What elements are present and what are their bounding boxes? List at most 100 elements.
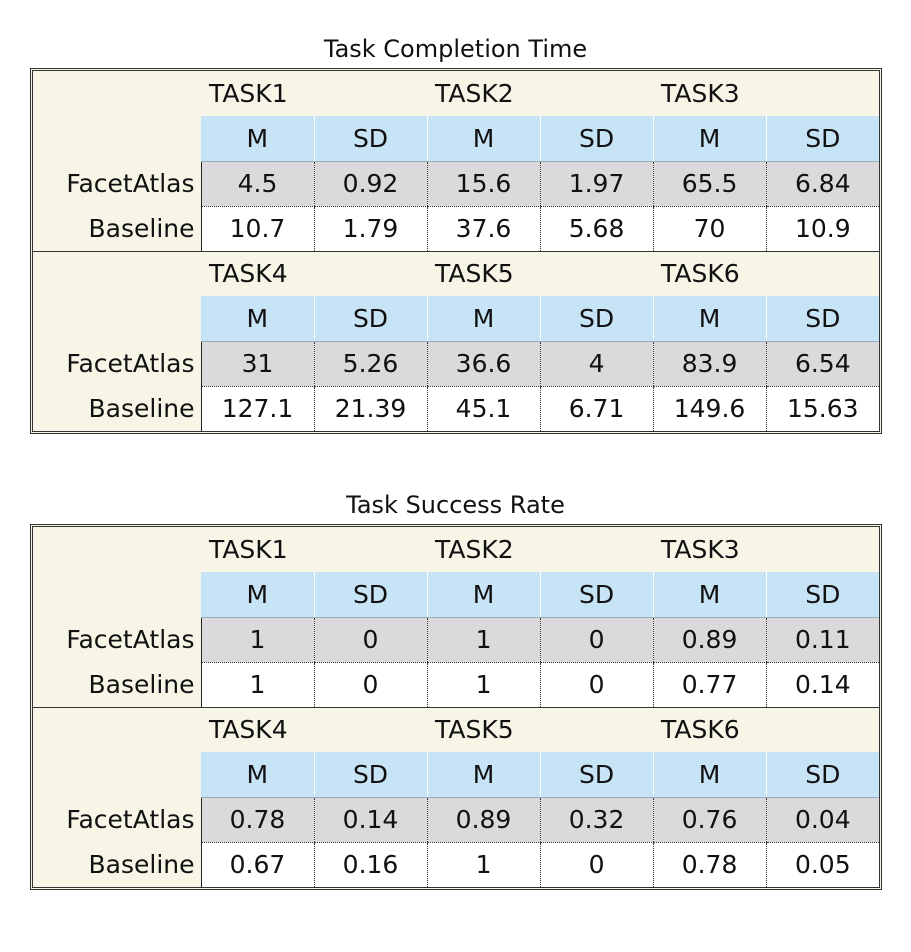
value-cell: 31 [200,341,314,387]
stat-label: M [201,116,314,162]
corner-cell [33,250,201,296]
value-cell: 21.39 [313,386,428,431]
table-body: TASK1 TASK2 TASK3 M SD M SD M SD FacetAtlas 1 0 1 0 0.… [33,527,880,887]
row-label: Baseline [33,206,202,251]
row-label: FacetAtlas [33,617,202,662]
value-cell: 15.6 [426,161,541,207]
task-label: TASK1 [209,79,288,108]
value-cell: 0.78 [200,797,314,843]
table-body: TASK1 TASK2 TASK3 M SD M SD M SD FacetAtlas 4.5 0.9… [33,71,880,431]
table-title-success-rate: Task Success Rate [346,491,565,519]
row-label: Baseline [33,842,202,887]
stat-label: SD [539,752,654,798]
stat-label: M [426,752,541,798]
value-cell: 0 [539,662,654,707]
stat-label: M [426,296,541,342]
table-grid: TASK1 TASK2 TASK3 M SD M SD M SD FacetAtlas 4.5 0.9… [33,71,880,431]
stat-label: SD [313,752,428,798]
task-label: TASK3 [661,535,740,564]
stat-label: SD [539,116,654,162]
value-cell: 0.76 [652,797,767,843]
value-cell: 0.05 [765,842,880,887]
table-row: FacetAtlas 31 5.26 36.6 4 83.9 6.54 [33,341,880,387]
value-cell: 0 [313,617,428,663]
value-cell: 36.6 [426,341,541,387]
task-label: TASK1 [209,535,288,564]
value-cell: 1 [426,662,541,707]
task-label: TASK5 [427,250,654,296]
value-cell: 6.54 [765,341,880,387]
stat-label: SD [313,296,428,342]
task-header-row: TASK4 TASK5 TASK6 [33,706,880,752]
task-label: TASK6 [653,250,880,296]
corner-cell [33,752,201,797]
row-label: Baseline [33,662,202,707]
row-label: FacetAtlas [33,161,202,206]
table-grid: TASK1 TASK2 TASK3 M SD M SD M SD FacetAtlas 1 0 1 0 0.… [33,527,880,887]
value-cell: 37.6 [426,206,541,251]
stat-label: SD [765,116,880,162]
stat-label: SD [765,572,880,618]
stat-label: M [652,572,767,618]
value-cell: 0.89 [426,797,541,843]
stat-label: M [652,116,767,162]
row-label: FacetAtlas [33,797,202,842]
table-row: Baseline 10.7 1.79 37.6 5.68 70 10.9 [33,206,880,251]
table-title-completion-time: Task Completion Time [323,35,588,63]
stat-header-row: M SD M SD M SD [33,572,880,618]
value-cell: 0 [539,617,654,663]
stat-label: M [201,752,314,798]
task-label: TASK3 [661,79,740,108]
value-cell: 70 [652,206,767,251]
stat-label: M [201,296,314,342]
value-cell: 10.7 [200,206,314,251]
stat-label: SD [539,572,654,618]
value-cell: 10.9 [765,206,880,251]
stat-label: SD [539,296,654,342]
value-cell: 4.5 [200,161,314,207]
value-cell: 15.63 [765,386,880,431]
corner-cell [33,71,201,116]
value-cell: 0.89 [652,617,767,663]
value-cell: 0.78 [652,842,767,887]
task-header-row: TASK1 TASK2 TASK3 [33,71,879,116]
value-cell: 1 [200,617,314,663]
table-row: FacetAtlas 0.78 0.14 0.89 0.32 0.76 0.04 [33,797,880,843]
value-cell: 127.1 [200,386,314,431]
value-cell: 0.04 [765,797,880,843]
stat-label: SD [313,572,428,618]
table-row: Baseline 0.67 0.16 1 0 0.78 0.05 [33,842,880,887]
table-row: Baseline 1 0 1 0 0.77 0.14 [33,662,880,707]
value-cell: 0.67 [200,842,314,887]
value-cell: 83.9 [652,341,767,387]
value-cell: 0.77 [652,662,767,707]
table-success-rate: TASK1 TASK2 TASK3 M SD M SD M SD FacetAtlas 1 0 1 0 0.… [30,524,882,890]
stat-label: SD [313,116,428,162]
corner-cell [33,116,201,161]
value-cell: 0 [313,662,428,707]
value-cell: 1 [426,842,541,887]
value-cell: 0 [539,842,654,887]
task-label: TASK2 [435,79,514,108]
value-cell: 6.71 [539,386,654,431]
stat-header-row: M SD M SD M SD [33,116,880,162]
value-cell: 0.14 [765,662,880,707]
stat-label: M [426,572,541,618]
task-label: TASK6 [653,706,880,752]
stat-label: M [201,572,314,618]
stat-header-row: M SD M SD M SD [33,296,880,342]
table-row: FacetAtlas 4.5 0.92 15.6 1.97 65.5 6.84 [33,161,880,207]
value-cell: 149.6 [652,386,767,431]
row-label: FacetAtlas [33,341,202,386]
value-cell: 5.68 [539,206,654,251]
task-label: TASK2 [435,535,514,564]
stat-header-row: M SD M SD M SD [33,752,880,798]
table-row: Baseline 127.1 21.39 45.1 6.71 149.6 15.63 [33,386,880,431]
value-cell: 5.26 [313,341,428,387]
value-cell: 1.79 [313,206,428,251]
value-cell: 0.32 [539,797,654,843]
value-cell: 0.11 [765,617,880,663]
corner-cell [33,706,201,752]
task-header-row: TASK4 TASK5 TASK6 [33,250,880,296]
task-header-row: TASK1 TASK2 TASK3 [33,527,879,572]
